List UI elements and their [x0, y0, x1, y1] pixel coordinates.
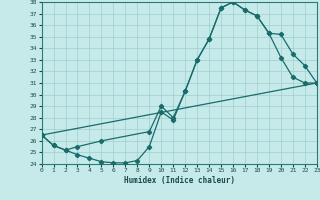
X-axis label: Humidex (Indice chaleur): Humidex (Indice chaleur)	[124, 176, 235, 185]
